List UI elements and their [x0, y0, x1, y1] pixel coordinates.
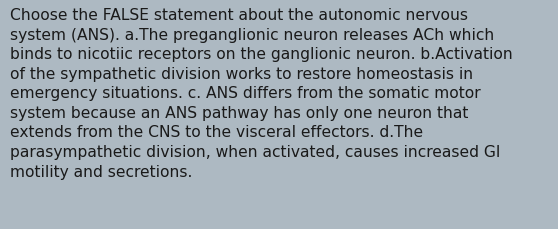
- Text: Choose the FALSE statement about the autonomic nervous
system (ANS). a.The prega: Choose the FALSE statement about the aut…: [10, 8, 513, 179]
